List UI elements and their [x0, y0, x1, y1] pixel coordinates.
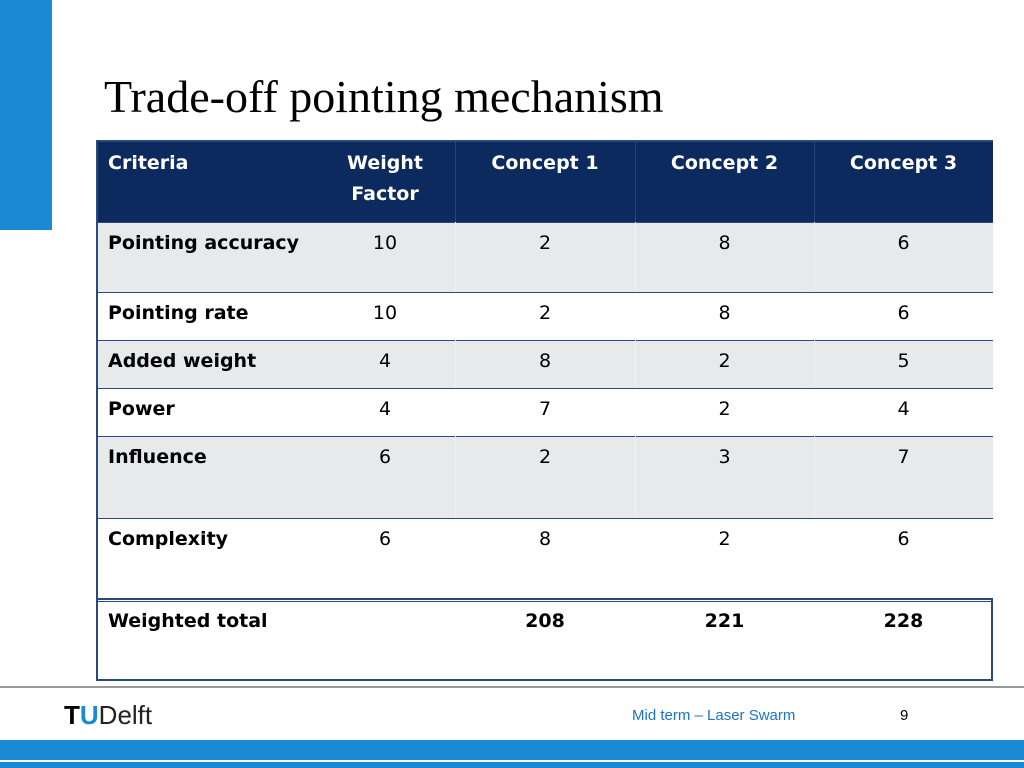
- column-divider: [455, 222, 456, 292]
- bottom-bar: [0, 738, 1024, 768]
- total-value: 228: [883, 610, 924, 632]
- header-cell: Weight Factor: [347, 152, 423, 205]
- bottom-line: [0, 760, 1024, 762]
- cell-value: 4: [378, 398, 392, 420]
- footer-text: Mid term – Laser Swarm: [632, 707, 796, 724]
- table-row: [98, 388, 993, 436]
- cell-value: 2: [718, 398, 731, 420]
- column-divider: [455, 436, 456, 518]
- cell-value: 2: [538, 302, 552, 324]
- table: Criteria Weight Factor Concept 1 Concept 2 C…: [96, 140, 993, 681]
- cell-value: 6: [378, 528, 392, 550]
- side-bar: [0, 0, 52, 230]
- column-divider: [814, 340, 815, 388]
- column-divider: [635, 340, 636, 388]
- header-divider: [455, 142, 456, 222]
- row-label: Pointing accuracy: [108, 232, 300, 254]
- table-row: [98, 436, 993, 518]
- table-row: [98, 518, 993, 598]
- row-label: Power: [108, 398, 175, 420]
- table-row: [98, 292, 993, 340]
- header-row: [98, 142, 993, 222]
- page-number: 9: [900, 707, 909, 724]
- logo-u: U: [79, 700, 99, 730]
- header-divider: [635, 142, 636, 222]
- cell-value: 8: [538, 528, 552, 550]
- slide-title: Trade-off pointing mechanism: [104, 71, 664, 122]
- cell-value: 6: [378, 446, 392, 468]
- cell-value: 6: [897, 232, 910, 254]
- cell-value: 6: [897, 528, 910, 550]
- logo-name: Delft: [98, 700, 153, 730]
- column-divider: [455, 340, 456, 388]
- cell-value: 10: [372, 232, 398, 254]
- row-label: Added weight: [108, 350, 257, 372]
- logo: TUDelft: [64, 700, 152, 731]
- cell-value: 7: [538, 398, 552, 420]
- cell-value: 6: [897, 302, 910, 324]
- total-value: 221: [704, 610, 745, 632]
- column-divider: [814, 222, 815, 292]
- cell-value: 2: [718, 528, 731, 550]
- cell-value: 10: [372, 302, 398, 324]
- header-cell: Concept 2: [670, 152, 779, 174]
- header-cell: Concept 1: [491, 152, 599, 174]
- double-line: [98, 598, 993, 602]
- row-label: Complexity: [108, 528, 229, 550]
- cell-value: 4: [897, 398, 910, 420]
- header-divider: [814, 142, 815, 222]
- total-label: Weighted total: [108, 610, 268, 632]
- column-divider: [814, 436, 815, 518]
- logo-t: T: [64, 700, 80, 730]
- column-divider: [635, 436, 636, 518]
- cell-value: 5: [897, 350, 910, 372]
- cell-value: 4: [378, 350, 392, 372]
- total-value: 208: [525, 610, 565, 632]
- row-label: Influence: [108, 446, 207, 468]
- table-row: [98, 340, 993, 388]
- cell-value: 2: [538, 232, 552, 254]
- cell-value: 2: [538, 446, 552, 468]
- cell-value: 2: [718, 350, 731, 372]
- cell-value: 8: [718, 232, 731, 254]
- footer-line: [0, 686, 1024, 688]
- row-label: Pointing rate: [108, 302, 249, 324]
- table-row: [98, 222, 993, 292]
- header-cell: Concept 3: [849, 152, 958, 174]
- cell-value: 8: [538, 350, 552, 372]
- cell-value: 3: [718, 446, 731, 468]
- cell-value: 8: [718, 302, 731, 324]
- header-cell: Criteria: [108, 152, 189, 174]
- column-divider: [635, 222, 636, 292]
- cell-value: 7: [897, 446, 910, 468]
